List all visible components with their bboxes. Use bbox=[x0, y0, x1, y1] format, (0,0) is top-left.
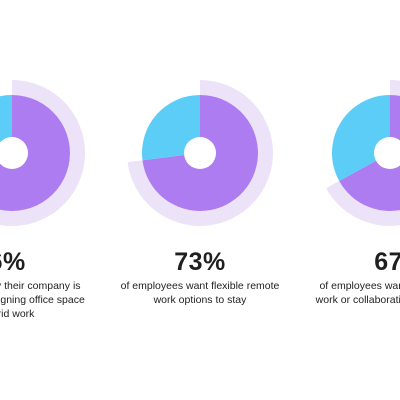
donut-2-center-hole bbox=[184, 137, 216, 169]
stat-description-1: of employees say their company is consid… bbox=[0, 280, 85, 320]
stat-block-3: 67% of employees want more in-person wor… bbox=[315, 248, 400, 307]
stat-description-3: of employees want more in-person work or… bbox=[315, 280, 400, 306]
donut-1-halo-arc bbox=[0, 80, 85, 226]
donut-1-center-hole bbox=[0, 137, 28, 169]
stat-description-2: of employees want flexible remote work o… bbox=[120, 280, 280, 306]
donut-3-halo-arc bbox=[326, 80, 400, 226]
stat-percent-3: 67% bbox=[374, 248, 400, 276]
donut-1-main-slice bbox=[0, 95, 70, 211]
stat-block-1: 86% of employees say their company is co… bbox=[0, 248, 85, 321]
stat-percent-1: 86% bbox=[0, 248, 26, 276]
donut-3-center-hole bbox=[374, 137, 400, 169]
donut-2-remainder-slice bbox=[142, 95, 200, 161]
stat-percent-2: 73% bbox=[174, 248, 226, 276]
stat-block-2: 73% of employees want flexible remote wo… bbox=[115, 248, 285, 307]
donut-3-main-slice bbox=[339, 95, 400, 211]
